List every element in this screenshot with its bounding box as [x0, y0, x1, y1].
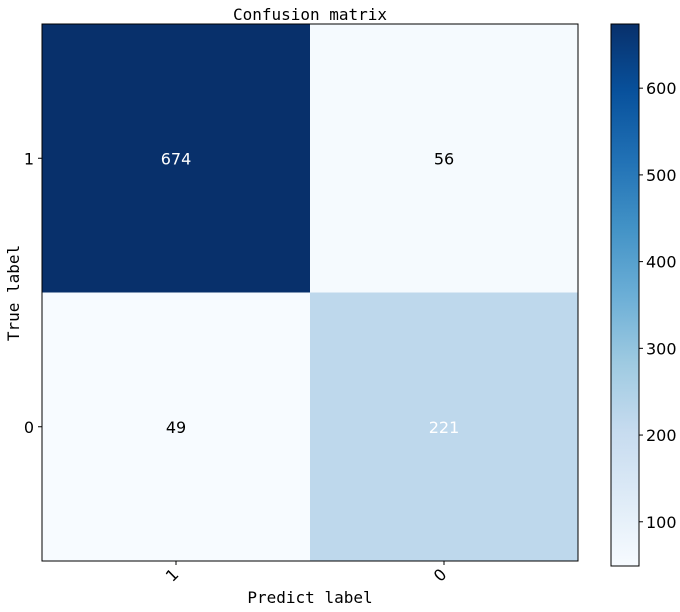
colorbar	[610, 23, 640, 567]
heatmap-cell-r1-c0	[42, 292, 311, 562]
x-tick-label: 1	[162, 565, 183, 586]
colorbar-tick-label: 100	[646, 513, 677, 532]
cell-value-r0-c1: 56	[434, 149, 454, 168]
y-axis-ticks: 10	[24, 149, 42, 437]
heatmap-cell-labels: 674 56 49 221	[161, 149, 460, 437]
heatmap-cells	[42, 24, 579, 562]
cell-value-r1-c1: 221	[429, 418, 460, 437]
x-axis-label: Predict label	[247, 588, 372, 607]
heatmap-cell-r1-c1	[310, 292, 579, 562]
cell-value-r0-c0: 674	[161, 149, 192, 168]
heatmap-cell-r0-c0	[42, 24, 311, 293]
cell-value-r1-c0: 49	[166, 418, 186, 437]
y-axis-label: True label	[4, 245, 23, 341]
colorbar-tick-label: 300	[646, 339, 677, 358]
colorbar-tick-label: 500	[646, 166, 677, 185]
heatmap-cell-r0-c1	[310, 24, 579, 293]
y-tick-label: 0	[24, 418, 34, 437]
colorbar-tick-label: 400	[646, 253, 677, 272]
colorbar-ticks: 100 200 300 400 500 600	[639, 79, 677, 532]
x-tick-label: 0	[430, 565, 451, 586]
chart-title: Confusion matrix	[233, 5, 387, 24]
plot-frame	[41, 23, 579, 562]
colorbar-tick-label: 600	[646, 79, 677, 98]
y-tick-label: 1	[24, 149, 34, 168]
colorbar-tick-label: 200	[646, 426, 677, 445]
